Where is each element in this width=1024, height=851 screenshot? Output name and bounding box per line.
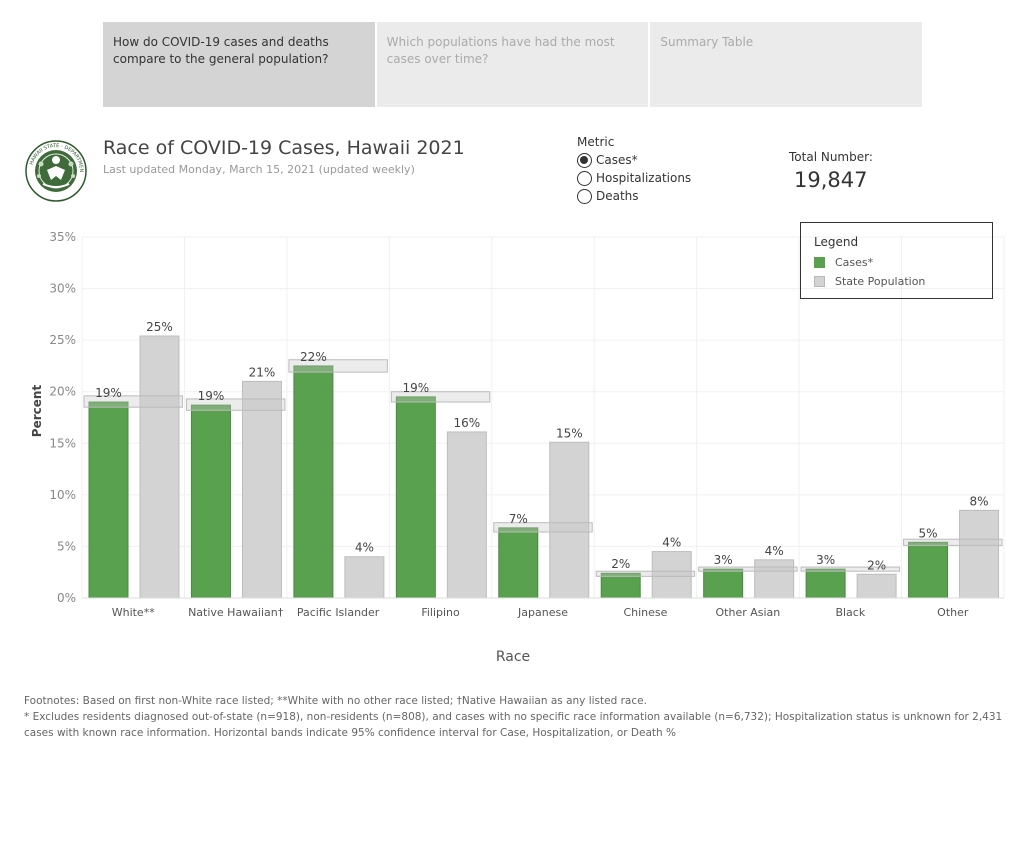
- tab-populations-over-time[interactable]: Which populations have had the most case…: [376, 22, 649, 107]
- bar-cases: [805, 568, 846, 599]
- y-axis-title: Percent: [30, 385, 44, 438]
- x-tick-label: Japanese: [517, 606, 568, 619]
- data-label-cases: 7%: [509, 512, 528, 526]
- legend-swatch-cases: [814, 257, 825, 268]
- metric-option-cases[interactable]: Cases*: [577, 151, 691, 169]
- data-label-cases: 2%: [611, 557, 630, 571]
- bar-state-population: [651, 551, 692, 599]
- confidence-band: [493, 522, 593, 533]
- confidence-band: [390, 391, 491, 403]
- x-tick-label: Native Hawaiian†: [188, 606, 284, 619]
- bar-cases: [498, 527, 539, 599]
- tab-compare-population[interactable]: How do COVID-19 cases and deaths compare…: [103, 22, 375, 107]
- bar-cases: [908, 541, 949, 599]
- metric-selector: Metric Cases* Hospitalizations Deaths: [577, 135, 691, 205]
- confidence-band: [185, 398, 286, 411]
- metric-option-label: Cases*: [596, 153, 638, 167]
- y-tick-label: 20%: [49, 385, 76, 399]
- bar-state-population: [241, 380, 282, 599]
- bar-cases: [88, 401, 129, 599]
- last-updated: Last updated Monday, March 15, 2021 (upd…: [103, 163, 415, 176]
- x-tick-label: Pacific Islander: [297, 606, 380, 619]
- bar-state-population: [754, 559, 795, 599]
- data-label-state-population: 15%: [556, 426, 583, 440]
- y-tick-label: 5%: [57, 539, 76, 553]
- y-tick-label: 0%: [57, 591, 76, 605]
- data-label-cases: 19%: [402, 381, 429, 395]
- x-tick-label: Chinese: [623, 606, 667, 619]
- x-tick-label: Black: [835, 606, 865, 619]
- footnotes: Footnotes: Based on first non-White race…: [24, 693, 1004, 741]
- data-label-cases: 3%: [816, 553, 835, 567]
- y-tick-label: 30%: [49, 282, 76, 296]
- total-number-value: 19,847: [794, 168, 868, 192]
- bar-state-population: [344, 556, 385, 599]
- legend-item-cases[interactable]: Cases*: [814, 253, 979, 272]
- data-label-cases: 3%: [714, 553, 733, 567]
- bar-state-population: [856, 573, 897, 599]
- metric-option-hospitalizations[interactable]: Hospitalizations: [577, 169, 691, 187]
- y-tick-label: 10%: [49, 488, 76, 502]
- x-tick-label: White**: [112, 606, 155, 619]
- x-axis-title: Race: [496, 649, 530, 665]
- y-tick-label: 35%: [49, 230, 76, 244]
- tab-summary-table[interactable]: Summary Table: [650, 22, 923, 107]
- data-label-cases: 22%: [300, 350, 327, 364]
- metric-option-label: Deaths: [596, 189, 639, 203]
- data-label-state-population: 16%: [453, 416, 480, 430]
- bar-cases: [190, 404, 231, 599]
- total-number-label: Total Number:: [789, 150, 873, 164]
- x-tick-label: Other: [937, 606, 969, 619]
- page-title: Race of COVID-19 Cases, Hawaii 2021: [103, 137, 465, 159]
- confidence-band: [595, 570, 696, 577]
- data-label-state-population: 4%: [355, 541, 374, 555]
- data-label-state-population: 4%: [765, 544, 784, 558]
- legend-item-state-population[interactable]: State Population: [814, 272, 979, 291]
- bar-cases: [703, 568, 744, 599]
- metric-option-label: Hospitalizations: [596, 171, 692, 185]
- footnote-line-1: Footnotes: Based on first non-White race…: [24, 695, 647, 707]
- chart-legend: Legend Cases* State Population: [800, 222, 993, 299]
- confidence-band: [903, 538, 1003, 546]
- tab-bar: How do COVID-19 cases and deaths compare…: [103, 22, 923, 107]
- confidence-band: [288, 359, 388, 373]
- legend-swatch-state-population: [814, 276, 825, 287]
- data-label-state-population: 8%: [970, 494, 989, 508]
- data-label-state-population: 21%: [249, 365, 276, 379]
- bar-cases: [395, 396, 436, 599]
- legend-label: State Population: [835, 275, 926, 288]
- data-label-state-population: 2%: [867, 558, 886, 572]
- radio-selected-icon[interactable]: [577, 152, 592, 168]
- department-of-health-seal-icon: HAWAII STATE · DEPARTMENT OF HEALTH: [25, 140, 87, 202]
- data-label-cases: 5%: [919, 526, 938, 540]
- metric-option-deaths[interactable]: Deaths: [577, 187, 691, 205]
- data-label-state-population: 4%: [662, 536, 681, 550]
- y-tick-label: 25%: [49, 333, 76, 347]
- legend-title: Legend: [814, 235, 859, 249]
- radio-icon[interactable]: [577, 188, 592, 204]
- metric-label: Metric: [577, 135, 615, 149]
- bar-state-population: [549, 441, 590, 599]
- x-tick-label: Other Asian: [716, 606, 781, 619]
- bar-state-population: [139, 335, 180, 599]
- legend-label: Cases*: [835, 256, 874, 269]
- x-tick-label: Filipino: [421, 606, 460, 619]
- confidence-band: [698, 566, 798, 572]
- confidence-band: [800, 566, 901, 572]
- bar-cases: [293, 365, 334, 599]
- race-bar-chart: 0% 5% 10% 15% 20% 25% 30% 35% 19% 25% White** 19% 21…: [30, 230, 1005, 665]
- bar-state-population: [446, 431, 487, 599]
- data-label-cases: 19%: [95, 386, 122, 400]
- confidence-band: [83, 395, 183, 408]
- y-tick-label: 15%: [49, 436, 76, 450]
- data-label-state-population: 25%: [146, 320, 173, 334]
- data-label-cases: 19%: [198, 389, 225, 403]
- radio-icon[interactable]: [577, 170, 592, 186]
- bar-cases: [600, 572, 641, 599]
- footnote-line-2: * Excludes residents diagnosed out-of-st…: [24, 711, 1003, 739]
- bar-state-population: [959, 509, 1000, 599]
